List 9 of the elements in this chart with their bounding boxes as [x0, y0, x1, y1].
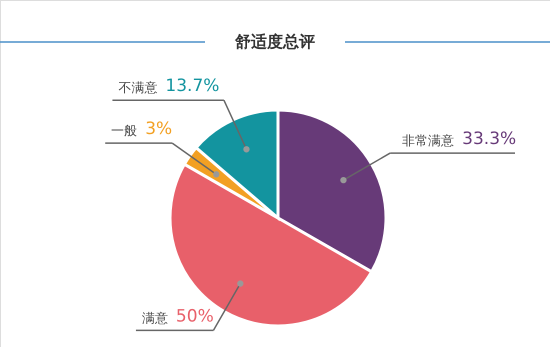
- slice-label: 非常满意: [402, 134, 454, 150]
- data-label: 3%: [145, 119, 172, 140]
- chart-title: 舒适度总评: [234, 32, 315, 51]
- slice-label: 不满意: [118, 81, 158, 96]
- data-label: 33.3%: [462, 129, 516, 150]
- data-label: 13.7%: [165, 76, 220, 96]
- data-label: 50%: [176, 306, 214, 326]
- slice-label: 一般: [111, 124, 138, 140]
- slice-label: 满意: [142, 311, 168, 326]
